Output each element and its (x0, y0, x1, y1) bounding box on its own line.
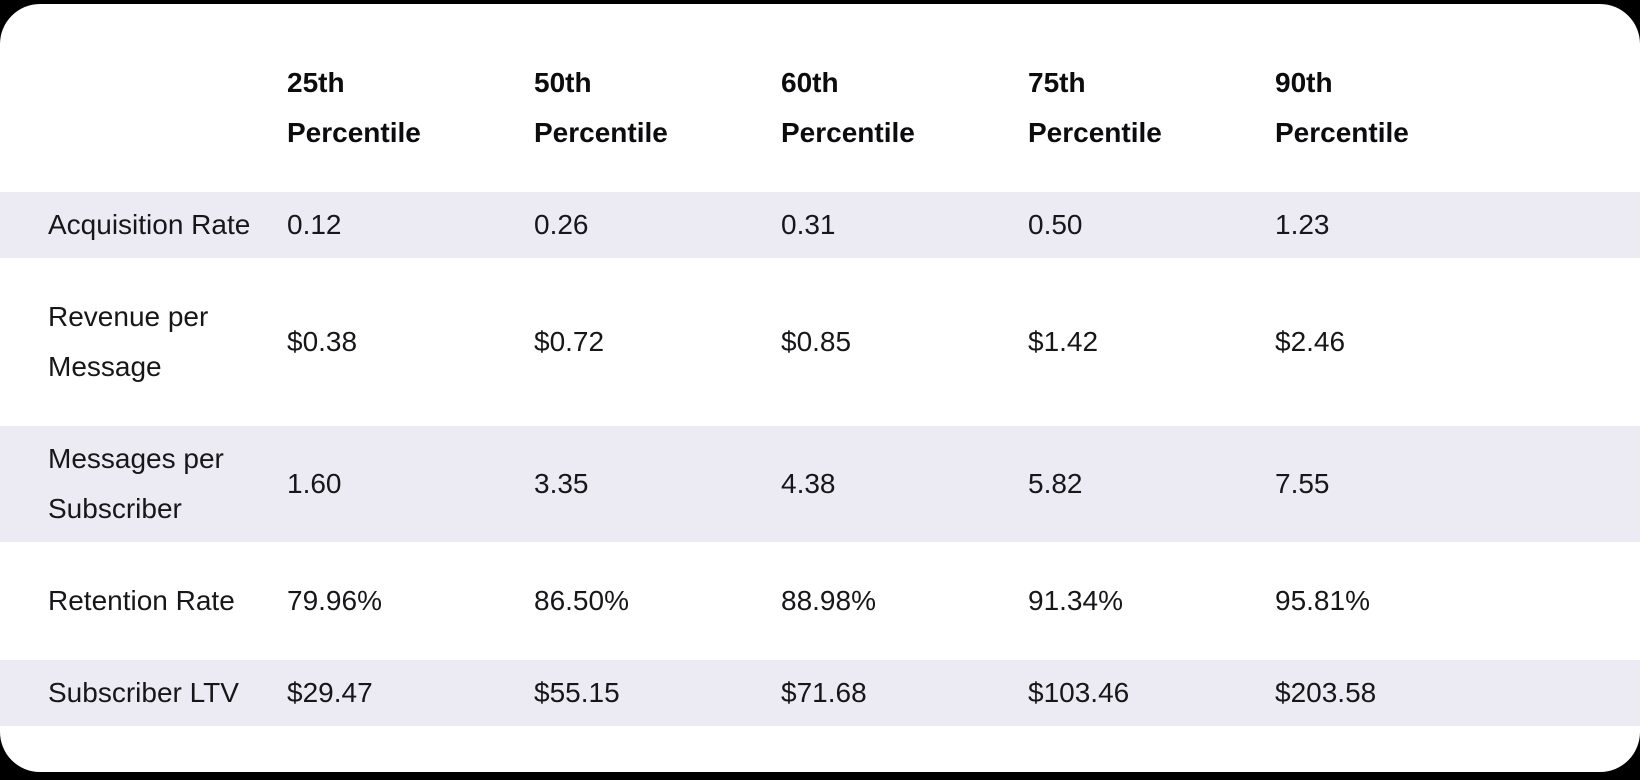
column-header-line: Percentile (287, 117, 421, 148)
column-header-line: Percentile (1275, 117, 1409, 148)
cell-value: 3.35 (534, 426, 781, 542)
column-header-50th-percentile: 50th Percentile (534, 50, 781, 166)
row-label: Acquisition Rate (0, 192, 287, 258)
cell-value: 7.55 (1275, 426, 1640, 542)
header-row: 25th Percentile 50th Percentile 60th Per… (0, 50, 1640, 166)
cell-value: 79.96% (287, 585, 382, 616)
column-header-line: Percentile (781, 117, 915, 148)
table-row-messages-per-subscriber: Messages per Subscriber 1.60 3.35 4.38 5… (0, 426, 1640, 542)
column-header-line: Percentile (1028, 117, 1162, 148)
column-header-line: 50th (534, 67, 592, 98)
row-label: Subscriber LTV (0, 660, 287, 726)
cell-value: 0.12 (287, 192, 534, 258)
column-header-90th-percentile: 90th Percentile (1275, 50, 1640, 166)
cell-value: 86.50% (534, 585, 629, 616)
cell-value: $29.47 (287, 660, 534, 726)
cell-value: 95.81% (1275, 585, 1370, 616)
cell-value: $55.15 (534, 660, 781, 726)
column-header-75th-percentile: 75th Percentile (1028, 50, 1275, 166)
metrics-card: 25th Percentile 50th Percentile 60th Per… (0, 4, 1640, 772)
column-header-25th-percentile: 25th Percentile (287, 50, 534, 166)
table-row-retention-rate: Retention Rate 79.96% 86.50% 88.98% 91.3… (0, 568, 1640, 634)
cell-value: 1.60 (287, 426, 534, 542)
column-header-line: 75th (1028, 67, 1086, 98)
column-header-line: 90th (1275, 67, 1333, 98)
table-row-subscriber-ltv: Subscriber LTV $29.47 $55.15 $71.68 $103… (0, 660, 1640, 726)
cell-value: $71.68 (781, 660, 1028, 726)
cell-value: $2.46 (1275, 326, 1346, 357)
cell-value: 91.34% (1028, 585, 1123, 616)
corner-cell (0, 50, 287, 166)
row-label: Messages per Subscriber (0, 426, 287, 542)
cell-value: 1.23 (1275, 192, 1640, 258)
cell-value: 0.26 (534, 192, 781, 258)
cell-value: $203.58 (1275, 660, 1640, 726)
table-row-acquisition-rate: Acquisition Rate 0.12 0.26 0.31 0.50 1.2… (0, 192, 1640, 258)
column-header-60th-percentile: 60th Percentile (781, 50, 1028, 166)
cell-value: $103.46 (1028, 660, 1275, 726)
cell-value: 0.50 (1028, 192, 1275, 258)
cell-value: $0.72 (534, 326, 605, 357)
cell-value: 5.82 (1028, 426, 1275, 542)
cell-value: 4.38 (781, 426, 1028, 542)
cell-value: 0.31 (781, 192, 1028, 258)
percentile-metrics-table: 25th Percentile 50th Percentile 60th Per… (0, 24, 1640, 752)
cell-value: $0.38 (287, 326, 358, 357)
column-header-line: Percentile (534, 117, 668, 148)
cell-value: $1.42 (1028, 326, 1099, 357)
row-label: Retention Rate (48, 585, 235, 616)
table-row-revenue-per-message: Revenue per Message $0.38 $0.72 $0.85 $1… (0, 284, 1640, 400)
column-header-line: 60th (781, 67, 839, 98)
cell-value: 88.98% (781, 585, 876, 616)
cell-value: $0.85 (781, 326, 852, 357)
column-header-line: 25th (287, 67, 345, 98)
row-label: Revenue per Message (48, 301, 209, 382)
